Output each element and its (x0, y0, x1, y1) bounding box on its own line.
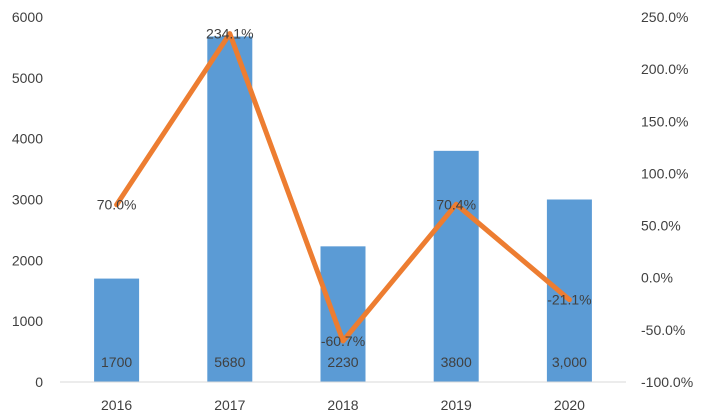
bar-2018 (320, 246, 366, 382)
y-left-tick: 5000 (12, 70, 43, 86)
y-left-tick: 1000 (12, 313, 43, 329)
line-series (114, 31, 572, 344)
y-left-tick: 6000 (12, 9, 43, 25)
y-right-tick: 100.0% (641, 165, 688, 181)
y-left-tick: 0 (35, 374, 43, 390)
y-left-tick: 3000 (12, 192, 43, 208)
y-right-tick: -100.0% (641, 374, 693, 390)
line-label-2020: -21.1% (547, 292, 591, 308)
y-right-tick: 250.0% (641, 9, 688, 25)
x-tick-2017: 2017 (214, 397, 245, 413)
y-right-tick: -50.0% (641, 322, 685, 338)
bar-label-2019: 3800 (441, 354, 472, 370)
x-tick-2016: 2016 (101, 397, 132, 413)
axes: 0 1000 2000 3000 4000 5000 6000 -100.0% -50.0% 0.… (12, 9, 693, 413)
bar-2019 (433, 150, 479, 382)
y-right-tick: 150.0% (641, 113, 688, 129)
line-label-2019: 70.4% (436, 196, 476, 212)
line-label-2016: 70.0% (97, 197, 137, 213)
y-right-tick: 50.0% (641, 218, 681, 234)
line-label-2018: -60.7% (321, 333, 365, 349)
bar-2020 (546, 199, 592, 382)
bar-label-2017: 5680 (214, 354, 245, 370)
y-left-tick: 4000 (12, 131, 43, 147)
bar-series (94, 36, 592, 382)
bar-label-2016: 1700 (101, 354, 132, 370)
bar-2017 (207, 36, 253, 382)
y-right-tick: 200.0% (641, 61, 688, 77)
bar-2016 (94, 278, 140, 382)
data-labels: 1700 5680 2230 3800 3,000 70.0% 234.1% -60.7% 70… (97, 26, 592, 370)
x-tick-2018: 2018 (327, 397, 358, 413)
bar-label-2018: 2230 (327, 354, 358, 370)
x-tick-2020: 2020 (554, 397, 585, 413)
line-label-2017: 234.1% (206, 26, 253, 42)
x-tick-2019: 2019 (441, 397, 472, 413)
y-right-tick: 0.0% (641, 270, 673, 286)
y-left-tick: 2000 (12, 252, 43, 268)
bar-label-2020: 3,000 (552, 354, 587, 370)
